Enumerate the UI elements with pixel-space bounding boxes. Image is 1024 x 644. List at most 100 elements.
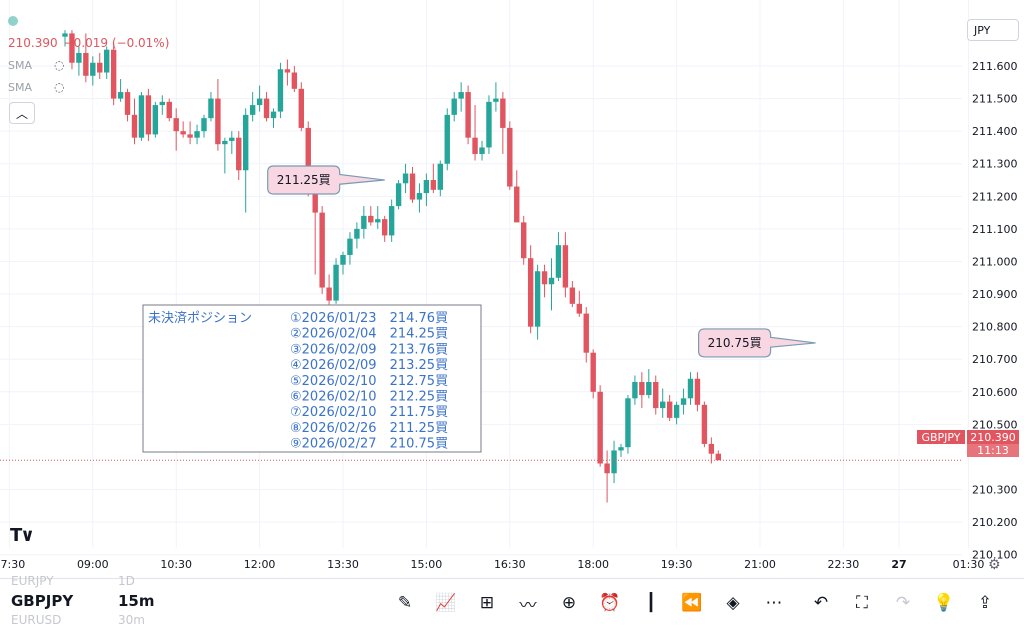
candle — [493, 82, 499, 112]
candle-body — [687, 378, 694, 399]
candle-body — [173, 118, 179, 132]
candle-body — [124, 92, 131, 115]
legend-collapse-button[interactable]: ︿ — [9, 102, 35, 124]
add-icon[interactable]: ⊕ — [561, 593, 577, 613]
share-icon[interactable]: ⇪ — [977, 593, 993, 613]
candle-type-icon[interactable]: ┃ — [645, 593, 657, 613]
pencil-icon[interactable]: ✎ — [397, 593, 413, 613]
candle-body — [423, 180, 430, 194]
candle-body — [472, 137, 478, 154]
timeframe-selector[interactable]: 15m — [118, 592, 155, 610]
candle — [479, 140, 485, 161]
x-tick-label: 19:30 — [661, 558, 693, 571]
legend-sma-2[interactable]: SMA — [8, 80, 32, 94]
candle-body — [416, 193, 423, 200]
position-line: ⑥2026/02/10 212.25買 — [290, 390, 448, 405]
symbol-selector[interactable]: GBPJPY — [11, 592, 74, 610]
replay-icon[interactable]: ⏪ — [681, 593, 703, 613]
x-tick-label: 09:00 — [77, 558, 109, 571]
candle-body — [576, 303, 582, 314]
position-line: ②2026/02/04 214.25買 — [290, 327, 448, 342]
candle — [597, 385, 603, 467]
timeframe-prev[interactable]: 1D — [118, 574, 135, 588]
layers-icon[interactable]: ◈ — [726, 593, 740, 613]
symbol-price-tag: GBPJPY — [917, 430, 965, 444]
candle-body — [562, 245, 569, 288]
candle — [243, 108, 249, 213]
symbol-prev[interactable]: EURJPY — [11, 574, 54, 588]
candle-body — [333, 264, 339, 301]
candle — [222, 137, 228, 174]
candle — [382, 215, 388, 242]
more-icon[interactable]: ⋯ — [765, 593, 783, 613]
candle — [465, 85, 471, 145]
candle — [347, 232, 353, 265]
candle — [187, 121, 193, 145]
candle-body — [152, 105, 159, 135]
candle — [388, 199, 395, 242]
fullscreen-icon[interactable]: ⛶ — [856, 593, 868, 613]
candle-body — [694, 378, 701, 405]
candle-body — [500, 98, 506, 128]
callout-annotation[interactable]: 210.75買 — [698, 328, 816, 358]
alert-icon[interactable]: ⏰ — [599, 593, 621, 613]
candle — [653, 375, 659, 415]
candle-body — [486, 101, 492, 148]
candle — [159, 95, 165, 115]
timeframe-next[interactable]: 30m — [118, 613, 145, 627]
y-tick-label: 210.200 — [972, 516, 1018, 529]
candle — [562, 232, 569, 298]
candle-body — [590, 352, 596, 392]
legend-sma-1[interactable]: SMA — [8, 58, 32, 72]
candle — [166, 98, 172, 122]
ideas-icon[interactable]: 💡 — [933, 593, 955, 613]
candle — [486, 95, 492, 154]
redo-icon[interactable]: ↷ — [895, 593, 911, 613]
gear-icon[interactable]: ⚙ — [988, 557, 1001, 573]
indicators-icon[interactable]: 📈 — [435, 593, 457, 613]
candle — [138, 92, 145, 141]
undo-icon[interactable]: ↶ — [813, 593, 829, 613]
price-axis[interactable]: 211.600 211.500 211.400 211.300 211.200 211.1… — [972, 60, 1018, 562]
candle-body — [263, 98, 270, 119]
candle — [333, 258, 339, 304]
candle-body — [187, 134, 193, 138]
candle — [555, 232, 562, 282]
candle-body — [708, 443, 715, 454]
candle-body — [660, 401, 666, 409]
candle — [236, 131, 242, 181]
position-box-frame — [142, 304, 482, 453]
candle — [375, 206, 381, 229]
candle — [270, 108, 277, 128]
candle-body — [138, 95, 145, 138]
candle — [173, 108, 179, 151]
compare-icon[interactable]: 〰 — [519, 595, 537, 616]
eye-hidden-icon[interactable]: ◌ — [54, 58, 65, 72]
candle — [548, 258, 555, 311]
y-tick-label: 211.200 — [972, 190, 1018, 203]
candle — [514, 170, 520, 223]
callout-label: 211.25買 — [277, 173, 331, 187]
symbol-next[interactable]: EURUSD — [11, 613, 62, 627]
tradingview-logo[interactable]: T∨ — [10, 525, 35, 546]
x-tick-label: 15:00 — [411, 558, 443, 571]
candle — [131, 98, 138, 145]
bottom-toolbar: EURJPY 1D GBPJPY 15m EURUSD 30m ✎ 📈 ⊞ 〰 … — [0, 574, 1024, 644]
candle-body — [312, 189, 318, 213]
currency-button[interactable]: JPY — [967, 19, 1019, 41]
candle — [534, 264, 541, 340]
annotations[interactable]: 211.25買 210.75買 — [267, 165, 816, 358]
candle-body — [201, 118, 207, 132]
templates-icon[interactable]: ⊞ — [479, 593, 495, 613]
candle — [527, 245, 534, 334]
candle-body — [680, 398, 687, 405]
x-tick-label: 13:30 — [327, 558, 359, 571]
candle — [117, 79, 124, 102]
time-axis[interactable]: 07:30 09:00 10:30 12:00 13:30 15:00 16:30 18:00… — [0, 558, 1024, 571]
candle — [611, 440, 617, 484]
candlestick-chart[interactable]: 211.600 211.500 211.400 211.300 211.200 211.1… — [0, 0, 1024, 578]
candle-body — [639, 382, 645, 396]
callout-annotation[interactable]: 211.25買 — [267, 165, 385, 195]
eye-hidden-icon[interactable]: ◌ — [54, 80, 65, 94]
